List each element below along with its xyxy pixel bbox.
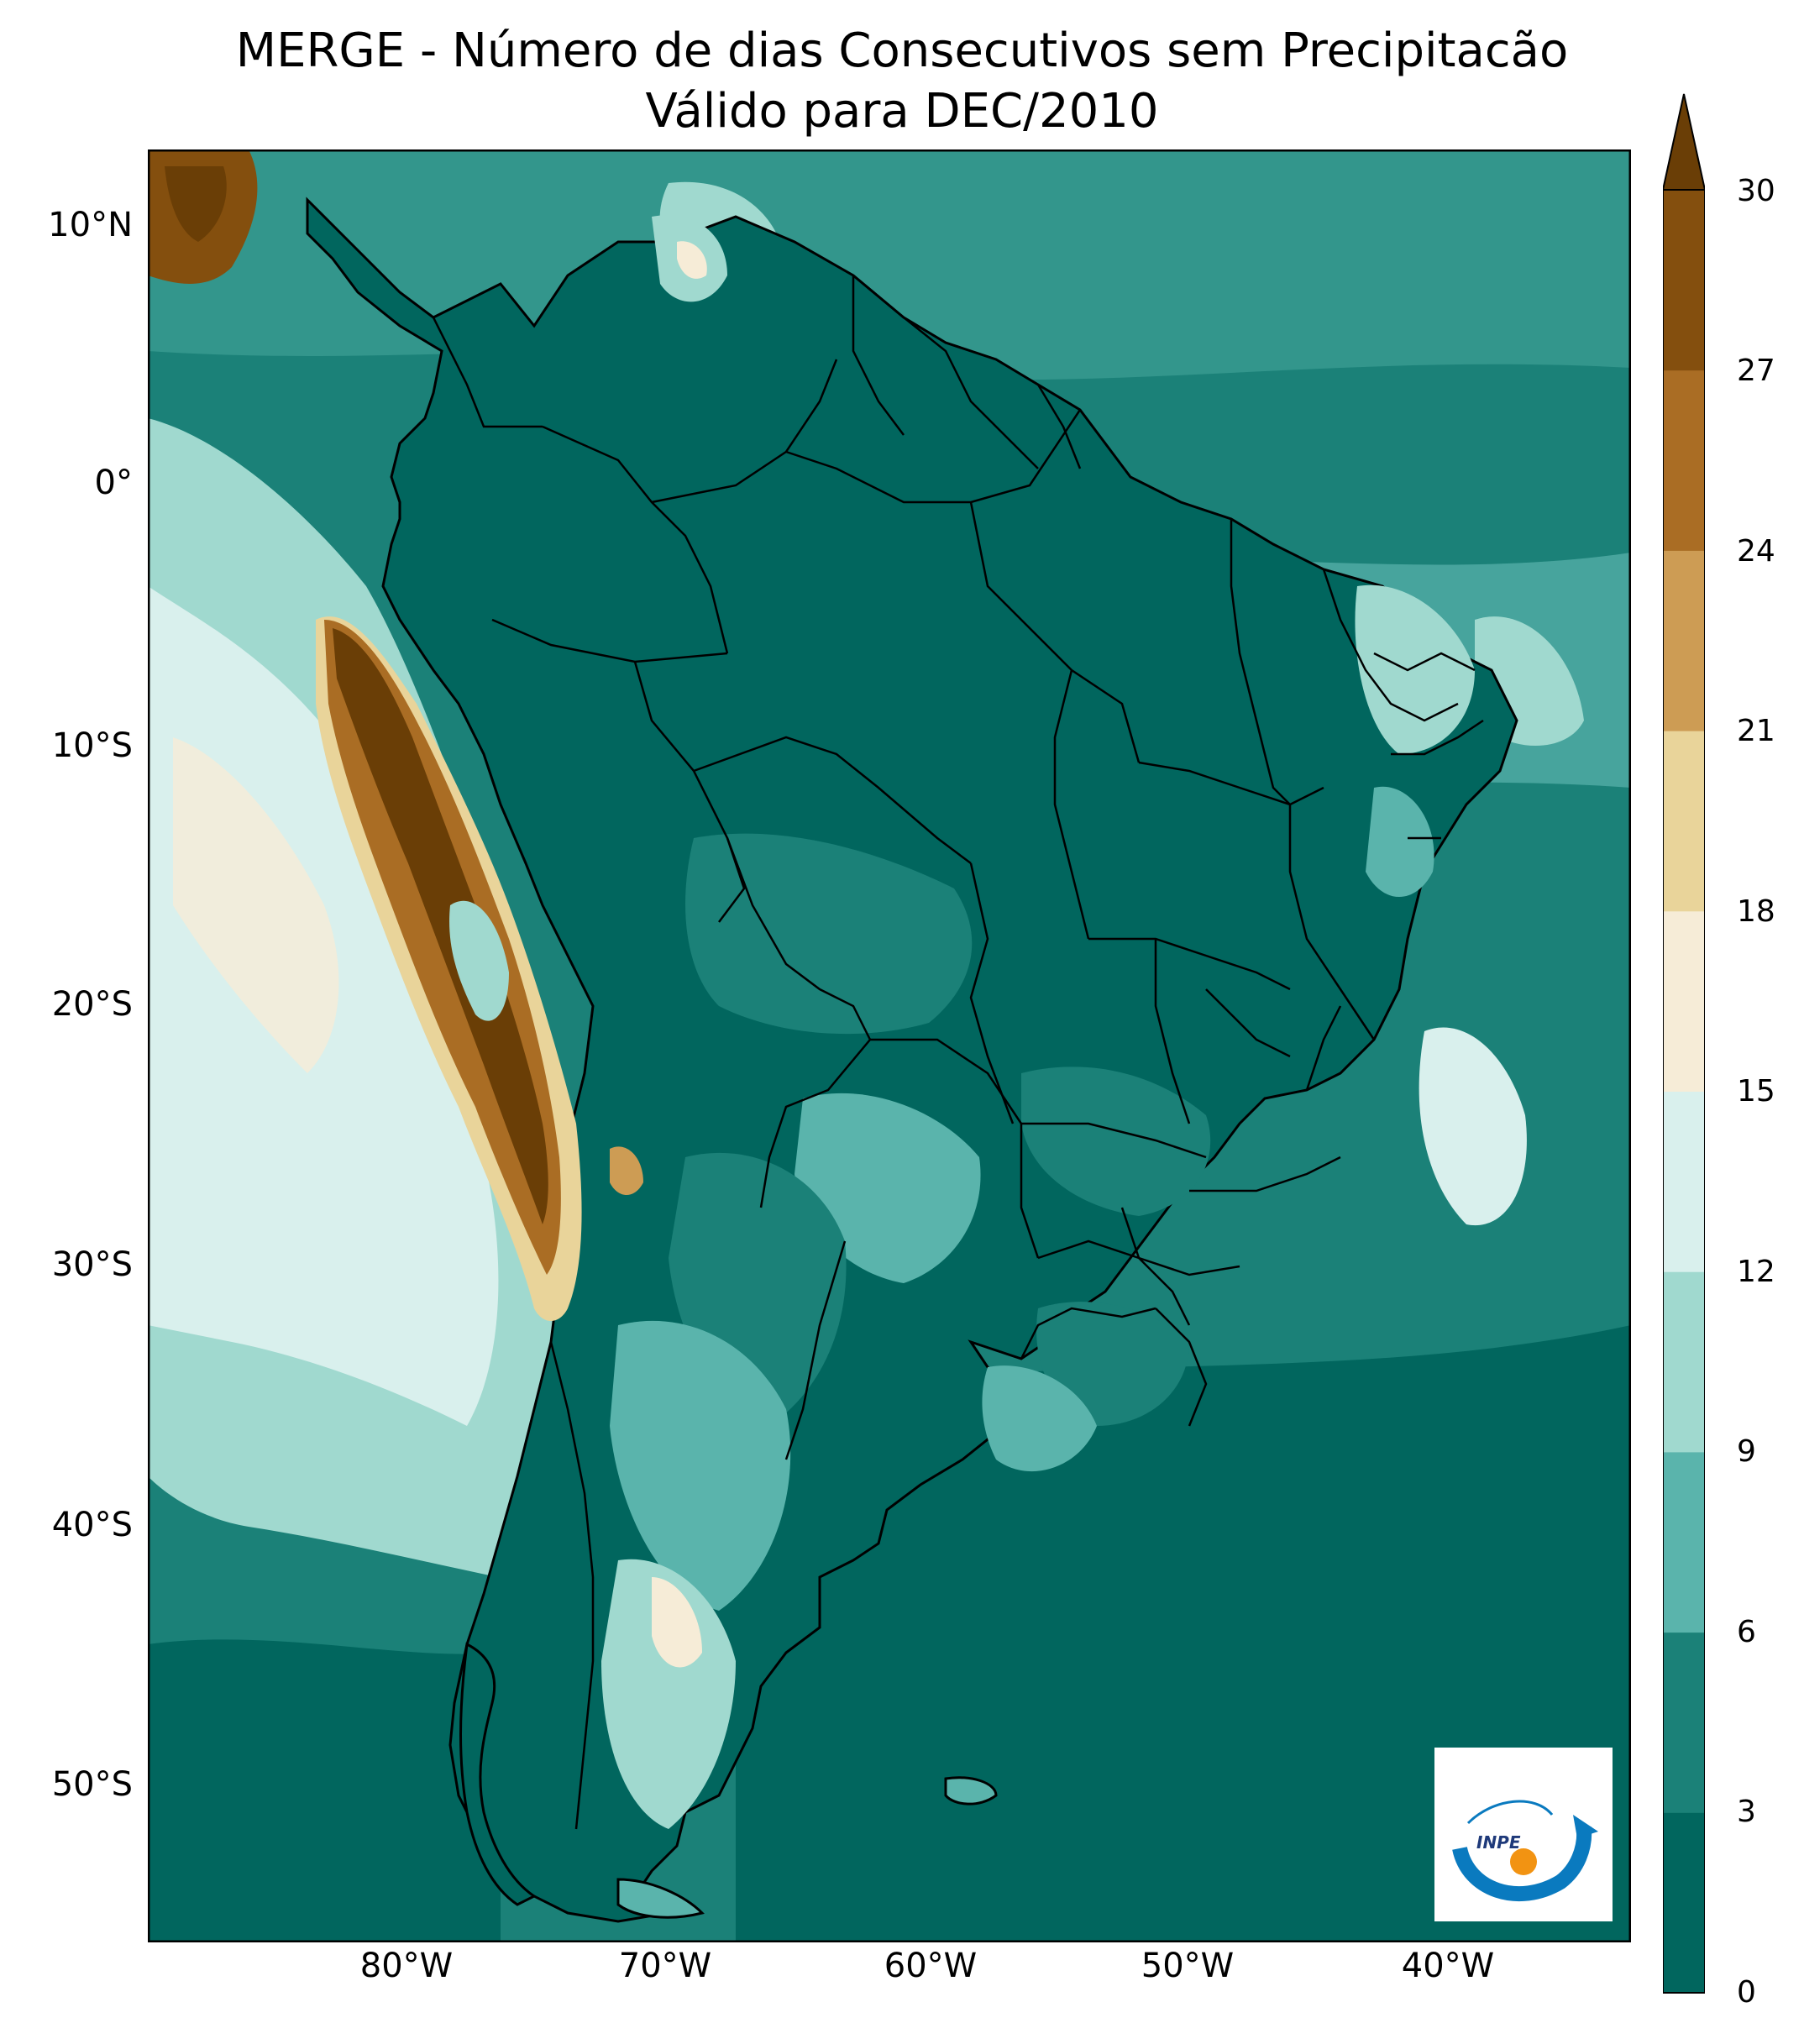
colorbar-frame (1663, 190, 1705, 1994)
colorbar-segment (1663, 1812, 1705, 1994)
logo-text: INPE (1476, 1832, 1521, 1853)
colorbar-tick-6: 6 (1737, 1615, 1756, 1649)
map-subtitle: Válido para DEC/2010 (645, 84, 1159, 139)
tierra-del-fuego (616, 1878, 705, 1919)
colorbar-segment (1663, 1451, 1705, 1633)
colorbar-tick-27: 27 (1737, 354, 1775, 388)
lon-tick-80w: 80°W (359, 1947, 454, 1985)
northeast-brazil-light (1355, 584, 1475, 754)
mato-grosso-lighter (685, 833, 973, 1035)
venezuela-cream (677, 241, 707, 279)
andes-dry-core (333, 628, 548, 1224)
colorbar-segment (1663, 550, 1705, 731)
lat-tick-0: 0° (94, 464, 133, 502)
south-america-land (306, 197, 1518, 1923)
lat-tick-10s: 10°S (51, 726, 133, 765)
lat-tick-30s: 30°S (51, 1245, 133, 1284)
colorbar-segment (1663, 1091, 1705, 1272)
northeast-coast-light (1366, 786, 1434, 897)
colorbar-tick-21: 21 (1737, 714, 1775, 748)
lon-tick-70w: 70°W (618, 1947, 712, 1985)
chile-islands (459, 1642, 537, 1906)
colorbar-segment (1663, 910, 1705, 1092)
colorbar-tick-0: 0 (1737, 1975, 1756, 2010)
lon-tick-60w: 60°W (884, 1947, 978, 1985)
lon-tick-50w: 50°W (1141, 1947, 1235, 1985)
lon-tick-40w: 40°W (1401, 1947, 1495, 1985)
south-pacific-dark (148, 1639, 501, 1942)
lat-tick-10n: 10°N (48, 206, 133, 244)
falkland-islands (944, 1776, 998, 1806)
lat-tick-50s: 50°S (51, 1765, 133, 1804)
precipitation-map (148, 149, 1631, 1942)
lat-tick-20s: 20°S (51, 985, 133, 1024)
colorbar-tick-3: 3 (1737, 1795, 1756, 1829)
colorbar-extend-arrow (1663, 93, 1705, 191)
colorbar-segment (1663, 1271, 1705, 1453)
atlantic-light-patch-ne (1419, 1027, 1527, 1226)
colorbar-tick-15: 15 (1737, 1074, 1775, 1108)
colorbar (1663, 93, 1705, 1994)
colorbar-segment (1663, 731, 1705, 912)
argentina-center-light (610, 1320, 791, 1611)
colorbar-tick-9: 9 (1737, 1434, 1756, 1469)
central-brazil (1021, 1067, 1211, 1216)
map-title: MERGE - Número de dias Consecutivos sem … (235, 24, 1569, 78)
andes-dry-inner (449, 900, 509, 1021)
uruguay-light (982, 1365, 1097, 1472)
pacific-cream-patches (173, 737, 339, 1073)
colorbar-tick-18: 18 (1737, 894, 1775, 929)
colorbar-tick-12: 12 (1737, 1255, 1775, 1289)
map-border (148, 149, 1631, 1942)
colorbar-segment (1663, 369, 1705, 551)
patagonia-light (601, 1559, 736, 1829)
patagonia-cream (652, 1577, 702, 1668)
colorbar-tick-30: 30 (1737, 174, 1775, 208)
inpe-logo: INPE (1434, 1748, 1613, 1921)
colorbar-segment (1663, 1632, 1705, 1813)
colorbar-segment (1663, 190, 1705, 371)
political-borders (432, 275, 1484, 1830)
chile-dry-patch (610, 1146, 643, 1195)
colorbar-tick-24: 24 (1737, 534, 1775, 569)
lat-tick-40s: 40°S (51, 1506, 133, 1544)
